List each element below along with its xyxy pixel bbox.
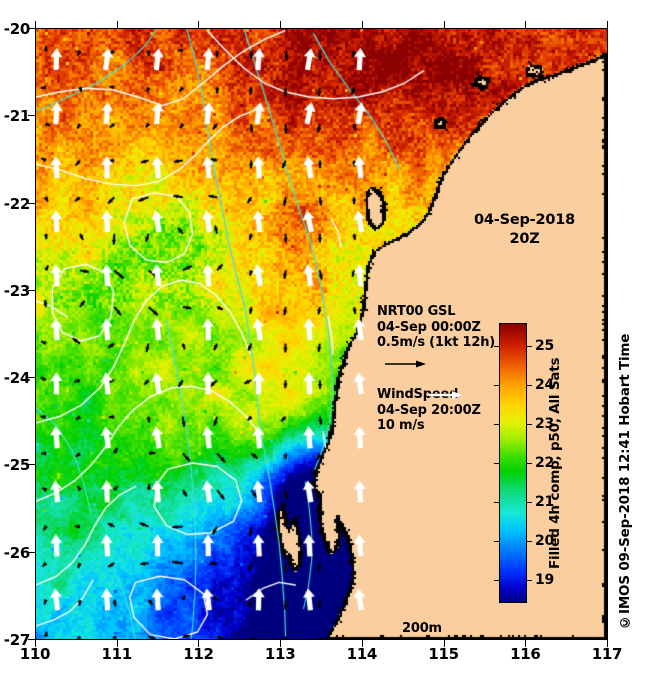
y-tick <box>28 115 35 117</box>
colorbar[interactable]: 25 24 23 22 21 20 19 <box>494 323 554 603</box>
y-axis-label: -23 <box>3 281 31 300</box>
x-tick <box>443 640 445 647</box>
colorbar-tick <box>527 579 532 581</box>
colorbar-tick <box>527 346 532 348</box>
x-tick <box>116 640 118 647</box>
x-axis-label: 115 <box>428 645 459 663</box>
colorbar-tick <box>527 540 532 542</box>
colorbar-tick-label: 19 <box>535 571 554 588</box>
colorbar-tick <box>527 424 532 426</box>
x-axis-label: 116 <box>510 645 541 663</box>
colorbar-tick-label: 24 <box>535 377 554 394</box>
date-line-1: 04-Sep-2018 <box>474 212 576 228</box>
x-tick <box>280 21 282 28</box>
colorbar-tick-label: 22 <box>535 455 554 471</box>
y-tick <box>28 551 35 553</box>
x-tick <box>35 21 36 28</box>
copyright-symbol: © <box>617 614 633 630</box>
depth-1000-label: 1000m <box>402 637 451 640</box>
colorbar-tick <box>494 463 499 464</box>
y-axis-label: -24 <box>3 369 31 388</box>
depth-200-label: 200m <box>402 621 442 636</box>
colorbar-tick <box>494 540 499 542</box>
x-tick <box>116 21 118 28</box>
depth-scale-text: 200m1000m <box>402 621 451 640</box>
colorbar-gradient <box>499 323 527 603</box>
x-axis-label: 112 <box>183 645 214 663</box>
x-tick <box>198 21 200 28</box>
colorbar-tick <box>494 579 499 581</box>
wind-scale-arrow-icon <box>429 391 462 399</box>
x-tick <box>607 21 608 28</box>
y-axis-label: -26 <box>3 543 31 562</box>
x-axis-label: 114 <box>346 645 378 663</box>
date-line-2: 20Z <box>509 231 540 247</box>
y-axis-label: -25 <box>3 456 31 475</box>
x-tick <box>35 640 36 647</box>
colorbar-tick-label: 23 <box>535 416 554 433</box>
x-axis-label: 117 <box>591 645 623 663</box>
x-axis-label: 111 <box>101 645 132 663</box>
colorbar-tick <box>494 424 499 426</box>
wind-legend-text: WindSpeed 04-Sep 20:00Z 10 m/s <box>377 387 481 433</box>
x-tick <box>443 21 445 28</box>
x-axis-label: 110 <box>19 645 51 663</box>
colorbar-tick <box>527 463 532 464</box>
y-tick <box>28 639 35 640</box>
colorbar-tick <box>527 501 532 503</box>
colorbar-tick <box>494 501 499 503</box>
x-tick <box>525 640 527 647</box>
x-tick <box>525 21 527 28</box>
x-tick <box>361 640 363 647</box>
y-axis-label: -20 <box>3 20 31 38</box>
y-tick <box>28 289 35 291</box>
y-tick <box>28 377 35 379</box>
y-tick <box>28 28 35 29</box>
x-axis-label: 113 <box>264 645 296 663</box>
x-tick <box>361 21 363 28</box>
credit-label: IMOS 09-Sep-2018 12:41 Hobart Time <box>617 333 633 615</box>
current-scale-arrow-icon <box>385 360 426 368</box>
y-tick <box>28 202 35 204</box>
y-axis-label: -21 <box>3 107 31 126</box>
x-tick <box>198 640 200 647</box>
current-legend-text: NRT00 GSL 04-Sep 00:00Z 0.5m/s (1kt 12h) <box>377 304 496 350</box>
date-label: 04-Sep-2018 20Z <box>474 211 575 249</box>
colorbar-tick <box>527 385 532 387</box>
colorbar-tick-label: 21 <box>535 493 554 510</box>
x-tick <box>607 640 608 647</box>
y-axis-label: -27 <box>3 631 31 649</box>
colorbar-title: Filled 4h comp, p50, All Sats <box>547 357 563 569</box>
y-axis-label: -22 <box>3 194 31 213</box>
colorbar-tick <box>494 385 499 387</box>
colorbar-tick-label: 20 <box>535 532 554 549</box>
colorbar-tick-label: 25 <box>535 338 554 355</box>
y-tick <box>28 464 35 466</box>
colorbar-tick <box>494 346 499 348</box>
credit-text: © IMOS 09-Sep-2018 12:41 Hobart Time <box>614 330 636 630</box>
x-tick <box>280 640 282 647</box>
